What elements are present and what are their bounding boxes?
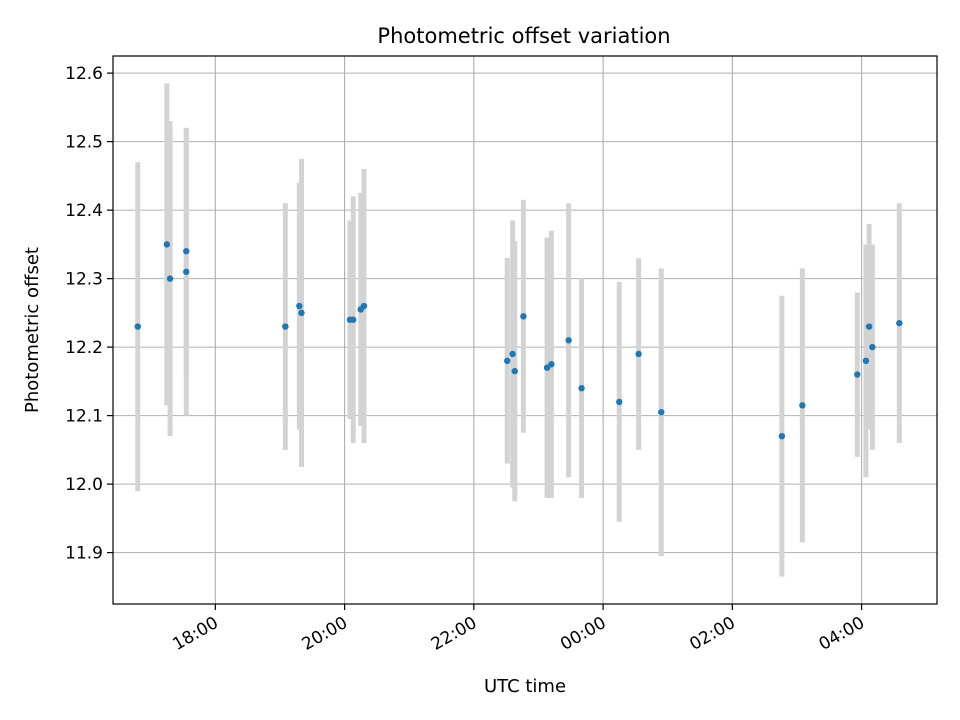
data-point [635, 350, 642, 358]
data-point [854, 371, 861, 378]
y-tick-label: 12.2 [65, 338, 103, 358]
data-point [565, 337, 572, 344]
data-point [298, 309, 305, 317]
data-point [543, 364, 551, 371]
x-tick-label: 04:00 [816, 613, 868, 655]
data-point [134, 323, 141, 330]
data-point [282, 323, 289, 330]
y-tick-label: 12.3 [65, 270, 103, 290]
x-tick-label: 00:00 [557, 613, 609, 655]
x-tick-label: 22:00 [428, 613, 480, 655]
data-point [511, 367, 518, 375]
y-tick-label: 12.4 [65, 201, 103, 221]
data-point [658, 409, 665, 416]
data-point [616, 398, 623, 406]
data-point [520, 313, 527, 320]
y-tick-label: 12.5 [65, 133, 103, 153]
data-point [183, 268, 190, 275]
errorbar-layer [135, 83, 902, 577]
y-tick-label: 11.9 [65, 544, 103, 564]
data-point [862, 357, 870, 365]
y-tick-label: 12.6 [65, 64, 103, 84]
data-point [360, 302, 368, 310]
data-point [504, 357, 511, 365]
x-tick-label: 02:00 [686, 613, 738, 655]
chart-title: Photometric offset variation [377, 24, 670, 48]
y-tick-label: 12.0 [65, 475, 103, 495]
data-point [799, 402, 806, 409]
data-point [869, 343, 876, 351]
data-point [578, 385, 585, 392]
x-tick-label: 20:00 [299, 613, 351, 655]
data-point [548, 361, 555, 368]
data-point [166, 275, 174, 282]
data-point [865, 323, 873, 330]
x-tick-label: 18:00 [169, 613, 221, 655]
data-point [896, 319, 903, 327]
point-layer [134, 241, 903, 440]
data-point [183, 248, 190, 255]
grid-layer [113, 56, 937, 604]
data-point [778, 432, 786, 440]
data-point [509, 350, 516, 358]
data-point [296, 302, 303, 310]
y-axis-title: Photometric offset [22, 247, 43, 413]
data-point [349, 316, 357, 323]
data-point [163, 241, 171, 248]
plot-frame [112, 55, 938, 605]
x-axis-title: UTC time [484, 676, 566, 697]
y-tick-label: 12.1 [65, 407, 103, 427]
